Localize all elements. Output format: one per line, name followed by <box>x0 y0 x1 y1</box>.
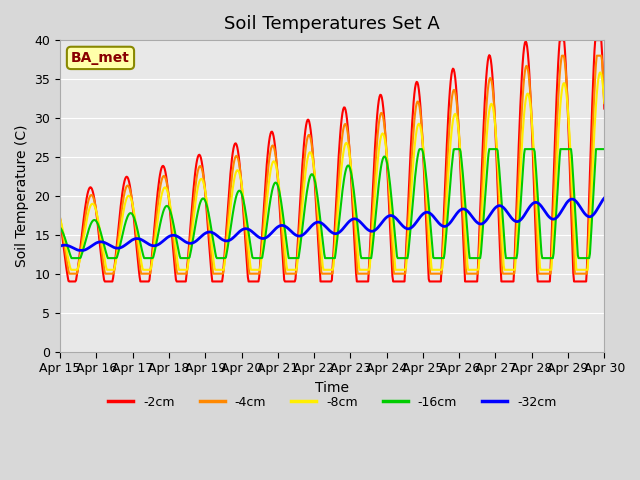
-2cm <box>65 278 73 284</box>
-4cm <box>415 101 423 107</box>
-8cm <box>123 195 131 201</box>
Line: -8cm: -8cm <box>60 72 604 270</box>
-32cm <box>76 248 83 253</box>
-4cm <box>399 271 407 276</box>
-8cm <box>66 264 74 270</box>
-2cm <box>56 217 64 223</box>
-32cm <box>207 229 214 235</box>
Line: -16cm: -16cm <box>60 149 604 258</box>
-2cm <box>207 263 214 268</box>
-8cm <box>56 216 64 222</box>
-4cm <box>123 183 131 189</box>
-32cm <box>123 241 131 247</box>
-2cm <box>67 278 75 284</box>
-2cm <box>415 87 423 93</box>
-8cm <box>415 121 423 127</box>
-16cm <box>399 255 407 261</box>
-16cm <box>56 225 64 230</box>
-8cm <box>207 233 214 239</box>
-4cm <box>558 53 566 59</box>
-8cm <box>600 100 608 106</box>
-2cm <box>123 174 131 180</box>
Title: Soil Temperatures Set A: Soil Temperatures Set A <box>225 15 440 33</box>
-32cm <box>415 216 423 222</box>
-4cm <box>600 98 608 104</box>
-8cm <box>596 70 604 75</box>
-16cm <box>600 146 608 152</box>
-16cm <box>416 146 424 152</box>
Line: -2cm: -2cm <box>60 40 604 281</box>
-32cm <box>178 237 186 242</box>
-2cm <box>600 106 608 111</box>
-4cm <box>65 271 73 276</box>
Legend: -2cm, -4cm, -8cm, -16cm, -32cm: -2cm, -4cm, -8cm, -16cm, -32cm <box>103 391 561 414</box>
X-axis label: Time: Time <box>316 381 349 395</box>
-16cm <box>66 252 74 257</box>
Y-axis label: Soil Temperature (C): Soil Temperature (C) <box>15 125 29 267</box>
-2cm <box>178 278 186 284</box>
-4cm <box>56 216 64 221</box>
Line: -4cm: -4cm <box>60 56 604 274</box>
-32cm <box>399 223 407 229</box>
-16cm <box>178 255 186 261</box>
Line: -32cm: -32cm <box>60 198 604 251</box>
-2cm <box>557 37 564 43</box>
-16cm <box>415 148 423 154</box>
-4cm <box>178 271 186 276</box>
-2cm <box>399 278 407 284</box>
-32cm <box>66 243 74 249</box>
-4cm <box>67 271 75 276</box>
-16cm <box>207 223 214 228</box>
-4cm <box>207 247 214 253</box>
Text: BA_met: BA_met <box>71 51 130 65</box>
-16cm <box>123 216 131 222</box>
-8cm <box>68 267 76 273</box>
-32cm <box>56 243 64 249</box>
-16cm <box>68 255 76 261</box>
-8cm <box>399 267 407 273</box>
-32cm <box>600 195 608 201</box>
-8cm <box>178 267 186 273</box>
